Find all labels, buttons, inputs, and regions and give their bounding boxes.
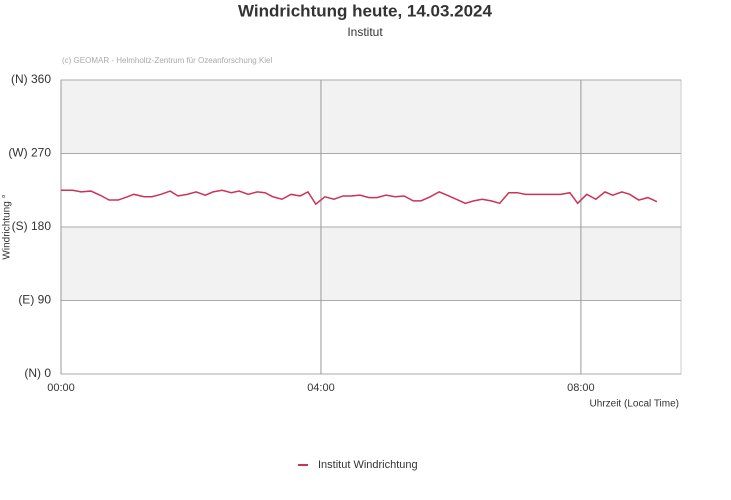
- x-tick-label: 00:00: [47, 382, 75, 394]
- plot-band: [61, 80, 681, 154]
- y-tick-label: (W) 270: [8, 146, 51, 160]
- x-axis-label: Uhrzeit (Local Time): [590, 399, 679, 410]
- plot-band: [61, 300, 681, 374]
- plot-band: [61, 153, 681, 227]
- chart-title: Windrichtung heute, 14.03.2024: [238, 1, 493, 20]
- data-line: [61, 189, 658, 206]
- y-tick-label: (N) 360: [11, 72, 51, 86]
- y-tick-label: (S) 180: [12, 219, 52, 233]
- legend-label: Institut Windrichtung: [318, 459, 418, 471]
- y-tick-label: (E) 90: [18, 293, 51, 307]
- x-tick-label: 04:00: [307, 382, 335, 394]
- y-axis-label: Windrichtung °: [2, 194, 13, 259]
- y-tick-label: (N) 0: [24, 366, 51, 380]
- x-tick-label: 08:00: [567, 382, 595, 394]
- chart-subtitle: Institut: [347, 25, 383, 39]
- credit: (c) GEOMAR - Helmholtz-Zentrum für Ozean…: [62, 56, 273, 65]
- plot-band: [61, 227, 681, 301]
